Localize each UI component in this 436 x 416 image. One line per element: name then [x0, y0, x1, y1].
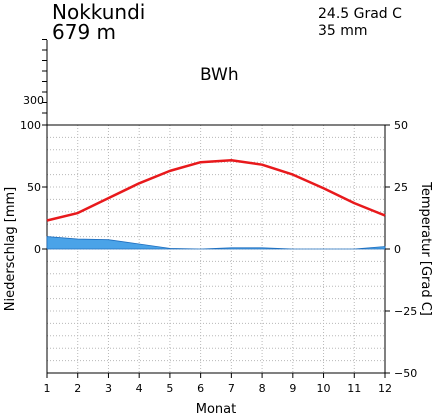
- right-tick-label: 25: [394, 181, 408, 194]
- x-tick-label: 3: [105, 382, 112, 395]
- precipitation-upper-axis: 300: [23, 39, 48, 125]
- upper-axis-tick-label: 300: [23, 94, 44, 107]
- right-tick-label: 0: [394, 243, 401, 256]
- x-tick-label: 11: [347, 382, 361, 395]
- x-tick-label: 8: [259, 382, 266, 395]
- x-axis-ticks: 1 2 3 4 5 6 7 8 9 10 11 12: [44, 373, 392, 395]
- annual-precipitation: 35 mm: [318, 23, 368, 39]
- left-axis-label: Niederschlag [mm]: [3, 187, 18, 312]
- mean-temperature: 24.5 Grad C: [318, 6, 402, 22]
- x-tick-label: 12: [378, 382, 392, 395]
- temperature-line: [46, 158, 386, 222]
- left-tick-label: 0: [34, 243, 41, 256]
- x-tick-label: 4: [136, 382, 143, 395]
- x-tick-label: 7: [228, 382, 235, 395]
- x-tick-label: 5: [166, 382, 173, 395]
- left-axis-ticks: 0 50 100: [20, 119, 47, 256]
- climate-class: BWh: [200, 65, 239, 85]
- left-tick-label: 100: [20, 119, 41, 132]
- x-tick-label: 10: [317, 382, 331, 395]
- right-axis-ticks: 50 25 0 −25 −50: [385, 119, 417, 380]
- station-elevation: 679 m: [52, 20, 116, 44]
- x-tick-label: 1: [44, 382, 51, 395]
- x-tick-label: 6: [197, 382, 204, 395]
- precipitation-area: [46, 236, 386, 250]
- right-tick-label: −25: [394, 305, 417, 318]
- x-axis-label: Monat: [196, 402, 236, 416]
- temperature-series: [46, 158, 386, 222]
- x-tick-label: 9: [289, 382, 296, 395]
- right-axis-label: Temperatur [Grad C]: [418, 181, 433, 316]
- left-tick-label: 50: [27, 181, 41, 194]
- right-tick-label: −50: [394, 367, 417, 380]
- precipitation-series: [46, 236, 386, 250]
- station-name: Nokkundi: [52, 0, 145, 24]
- right-tick-label: 50: [394, 119, 408, 132]
- x-tick-label: 2: [74, 382, 81, 395]
